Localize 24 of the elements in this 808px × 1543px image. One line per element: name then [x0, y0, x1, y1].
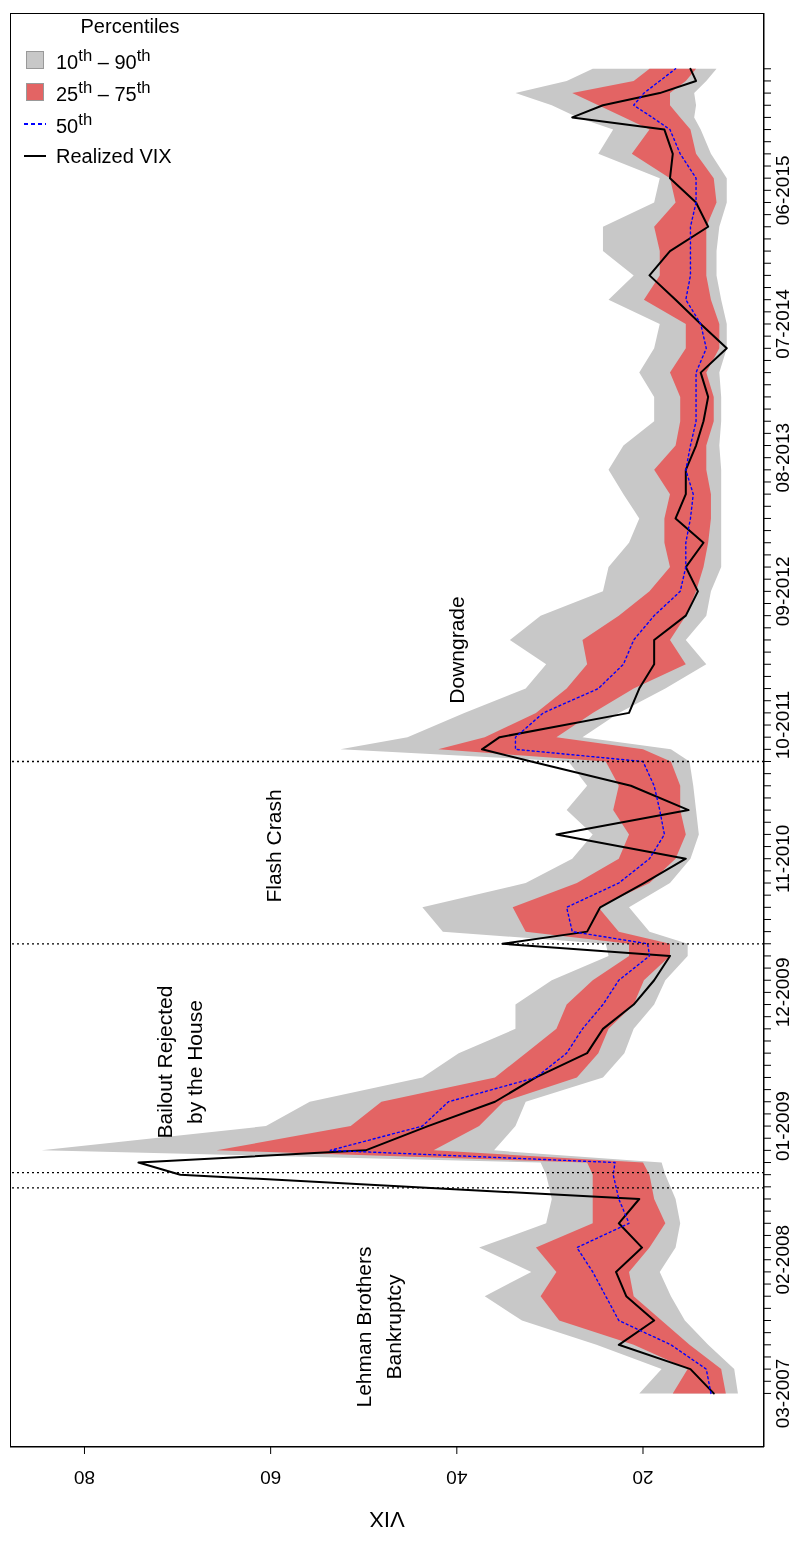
x-tick-label: 40 — [446, 1466, 468, 1488]
legend-label: 50$^{th}$ — [56, 110, 93, 138]
annotation: Flash Crash — [261, 789, 285, 903]
y-tick-label: 02-2008 — [772, 1224, 793, 1295]
x-axis-title: VIX — [368, 1506, 405, 1532]
legend-title: Percentiles — [79, 15, 181, 38]
x-tick-label: 20 — [632, 1466, 654, 1488]
x-tick-label: 60 — [260, 1466, 282, 1488]
x-tick-label: 80 — [73, 1466, 96, 1488]
annotation: Bailout Rejected by the House — [152, 985, 206, 1139]
y-tick-label: 12-2009 — [772, 957, 793, 1028]
y-tick-label: 03-2007 — [772, 1358, 793, 1429]
legend-label: Realized VIX — [56, 144, 172, 168]
y-tick-label: 08-2013 — [772, 422, 793, 493]
y-tick-label: 10-2011 — [772, 690, 793, 760]
annotation: Lehman Brothers Bankruptcy — [351, 1246, 405, 1408]
y-tick-label: 01-2009 — [772, 1091, 793, 1161]
y-tick-label: 11-2010 — [772, 824, 793, 893]
legend-label: 25$^{th}$ – 75$^{th}$ — [56, 78, 151, 106]
annotation: Downgrade — [444, 596, 468, 704]
y-tick-label: 06-2015 — [772, 155, 793, 226]
y-tick-label: 07-2014 — [772, 288, 793, 359]
y-tick-label: 09-2012 — [772, 556, 793, 627]
legend-label: 10$^{th}$ – 90$^{th}$ — [56, 46, 151, 74]
